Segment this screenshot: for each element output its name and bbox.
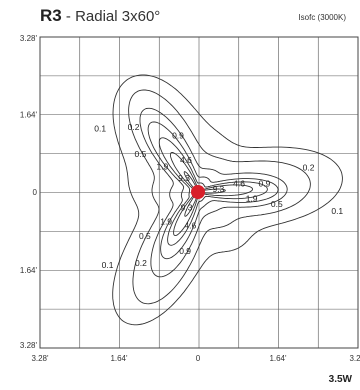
chart-title: R3 - Radial 3x60° bbox=[40, 6, 160, 26]
contour-label: 4.6 bbox=[180, 155, 192, 165]
light-source-marker bbox=[191, 185, 205, 199]
contour-label: 0.5 bbox=[135, 149, 147, 159]
contour-label: 4.6 bbox=[184, 220, 196, 230]
contour-line bbox=[128, 89, 311, 305]
contour-labels: 9.34.61.90.90.50.20.19.34.61.90.90.50.20… bbox=[94, 122, 343, 270]
contour-label: 0.2 bbox=[128, 122, 140, 132]
y-tick-label: 3.28' bbox=[20, 34, 38, 43]
contour-line bbox=[147, 121, 279, 260]
x-tick-label: 3.28' bbox=[349, 354, 360, 363]
beam-description: Radial 3x60° bbox=[75, 8, 161, 25]
contour-label: 0.1 bbox=[102, 260, 114, 270]
contour-label: 0.2 bbox=[135, 258, 147, 268]
x-tick-label: 1.64' bbox=[269, 354, 287, 363]
contour-label: 0.2 bbox=[303, 162, 315, 172]
contour-line bbox=[158, 137, 268, 246]
contour-label: 0.1 bbox=[94, 123, 106, 133]
contour-label: 9.3 bbox=[212, 184, 224, 194]
contour-line bbox=[112, 74, 343, 326]
power-rating: 3.5W bbox=[328, 374, 352, 385]
contour-label: 4.6 bbox=[233, 178, 245, 188]
contour-label: 1.9 bbox=[156, 162, 168, 172]
contour-label: 9.3 bbox=[181, 203, 193, 213]
separator: - bbox=[61, 8, 76, 25]
grid-lines bbox=[40, 37, 358, 348]
contour-label: 0.9 bbox=[172, 130, 184, 140]
contour-label: 0.5 bbox=[139, 231, 151, 241]
y-tick-label: 1.64' bbox=[20, 111, 38, 120]
x-tick-label: 0 bbox=[196, 354, 201, 363]
contour-label: 0.9 bbox=[259, 178, 271, 188]
contour-label: 0.9 bbox=[179, 246, 191, 256]
contour-label: 1.9 bbox=[160, 216, 172, 226]
y-tick-label: 3.28' bbox=[20, 341, 38, 350]
y-tick-label: 0 bbox=[33, 188, 38, 197]
contour-line bbox=[139, 107, 288, 278]
isofc-subtitle: Isofc (3000K) bbox=[298, 13, 346, 22]
contour-label: 9.3 bbox=[178, 173, 190, 183]
contour-label: 0.1 bbox=[331, 206, 343, 216]
fixture-code: R3 bbox=[40, 6, 62, 25]
x-tick-label: 1.64' bbox=[110, 354, 128, 363]
y-tick-label: 1.64' bbox=[20, 266, 38, 275]
x-tick-label: 3.28' bbox=[31, 354, 49, 363]
axis-ticks: 3.28' 1.64' 0 1.64' 3.28' 3.28' 1.64' 0 1.64' 3.2… bbox=[20, 34, 360, 363]
contour-lines bbox=[112, 74, 343, 326]
contour-label: 1.9 bbox=[246, 194, 258, 204]
contour-label: 0.5 bbox=[271, 199, 283, 209]
